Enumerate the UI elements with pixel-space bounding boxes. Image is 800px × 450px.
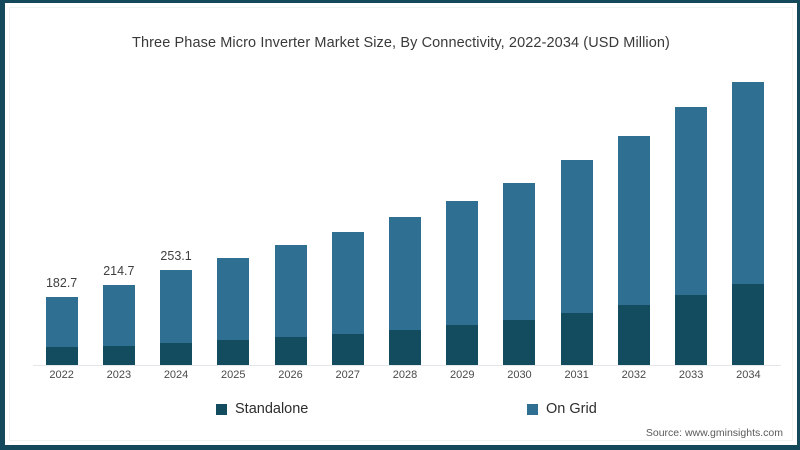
bar-segment-on-grid[interactable] <box>331 231 364 334</box>
x-tick-label: 2028 <box>392 369 418 381</box>
bar-segment-on-grid[interactable] <box>102 284 135 346</box>
bar-stack <box>732 81 765 365</box>
bar-value-label: 182.7 <box>45 275 78 290</box>
bar-stack <box>446 201 479 365</box>
bar-stack <box>274 245 307 365</box>
bar-segment-standalone[interactable] <box>503 320 536 365</box>
x-tick-label: 2031 <box>564 369 589 381</box>
x-tick-label: 2024 <box>163 369 189 381</box>
x-tick-label: 2030 <box>507 369 532 381</box>
bar-stack <box>503 183 536 365</box>
bar-segment-standalone[interactable] <box>675 295 708 365</box>
bar-segment-standalone[interactable] <box>45 347 78 365</box>
chart-legend: Standalone On Grid <box>5 401 797 425</box>
bar-segment-standalone[interactable] <box>160 342 193 365</box>
bar-segment-on-grid[interactable] <box>732 81 765 285</box>
legend-swatch-icon <box>527 403 538 415</box>
bar-segment-on-grid[interactable] <box>560 160 593 314</box>
bar-stack <box>160 270 193 365</box>
legend-label-standalone: Standalone <box>235 401 309 417</box>
legend-swatch-icon <box>216 403 227 415</box>
bar-stack <box>675 107 708 365</box>
bar-stack <box>45 296 78 365</box>
bar-segment-on-grid[interactable] <box>45 296 78 348</box>
bar-segment-standalone[interactable] <box>560 313 593 365</box>
legend-item-on-grid[interactable]: On Grid <box>527 401 597 417</box>
bar-segment-standalone[interactable] <box>331 333 364 365</box>
x-tick-label: 2032 <box>621 369 647 381</box>
bar-segment-on-grid[interactable] <box>389 217 421 330</box>
chart-title: Three Phase Micro Inverter Market Size, … <box>132 35 670 51</box>
x-tick-label: 2026 <box>278 369 303 381</box>
bar-segment-standalone[interactable] <box>389 329 421 365</box>
bar-segment-on-grid[interactable] <box>160 270 193 343</box>
bar-segment-on-grid[interactable] <box>217 257 250 341</box>
bar-stack <box>102 284 135 365</box>
plot-area: 182.7 214.7 253.1 <box>33 73 777 365</box>
x-tick-label: 2027 <box>335 369 360 381</box>
bar-value-label: 214.7 <box>103 263 135 278</box>
bar-segment-standalone[interactable] <box>274 337 307 365</box>
bar-value-label: 253.1 <box>160 249 192 264</box>
bar-segment-standalone[interactable] <box>217 340 250 365</box>
x-tick-label: 2022 <box>49 369 74 381</box>
bar-stack <box>331 231 364 365</box>
source-note: Source: www.gminsights.com <box>645 427 783 439</box>
bar-segment-on-grid[interactable] <box>446 201 479 326</box>
bar-stack <box>560 160 593 365</box>
bar-segment-standalone[interactable] <box>102 345 135 365</box>
x-tick-label: 2025 <box>221 369 246 381</box>
bar-segment-on-grid[interactable] <box>274 245 307 338</box>
bar-segment-on-grid[interactable] <box>617 135 650 306</box>
bar-segment-on-grid[interactable] <box>675 107 708 296</box>
legend-label-on-grid: On Grid <box>546 401 597 417</box>
x-axis-tick-labels: 2022 2023 2024 2025 2026 2027 2028 2029 2030 2031… <box>33 369 777 389</box>
bar-stack <box>617 135 650 365</box>
x-tick-label: 2033 <box>678 369 704 381</box>
bar-stack <box>389 217 421 365</box>
bar-segment-on-grid[interactable] <box>503 183 536 321</box>
legend-item-standalone[interactable]: Standalone <box>216 401 308 417</box>
x-tick-label: 2034 <box>736 369 761 381</box>
bar-stack <box>217 257 250 365</box>
bar-segment-standalone[interactable] <box>732 284 765 365</box>
x-axis-line <box>33 365 781 366</box>
bar-segment-standalone[interactable] <box>617 305 650 365</box>
bar-segment-standalone[interactable] <box>446 325 479 365</box>
x-tick-label: 2023 <box>106 369 132 381</box>
x-tick-label: 2029 <box>449 369 475 381</box>
